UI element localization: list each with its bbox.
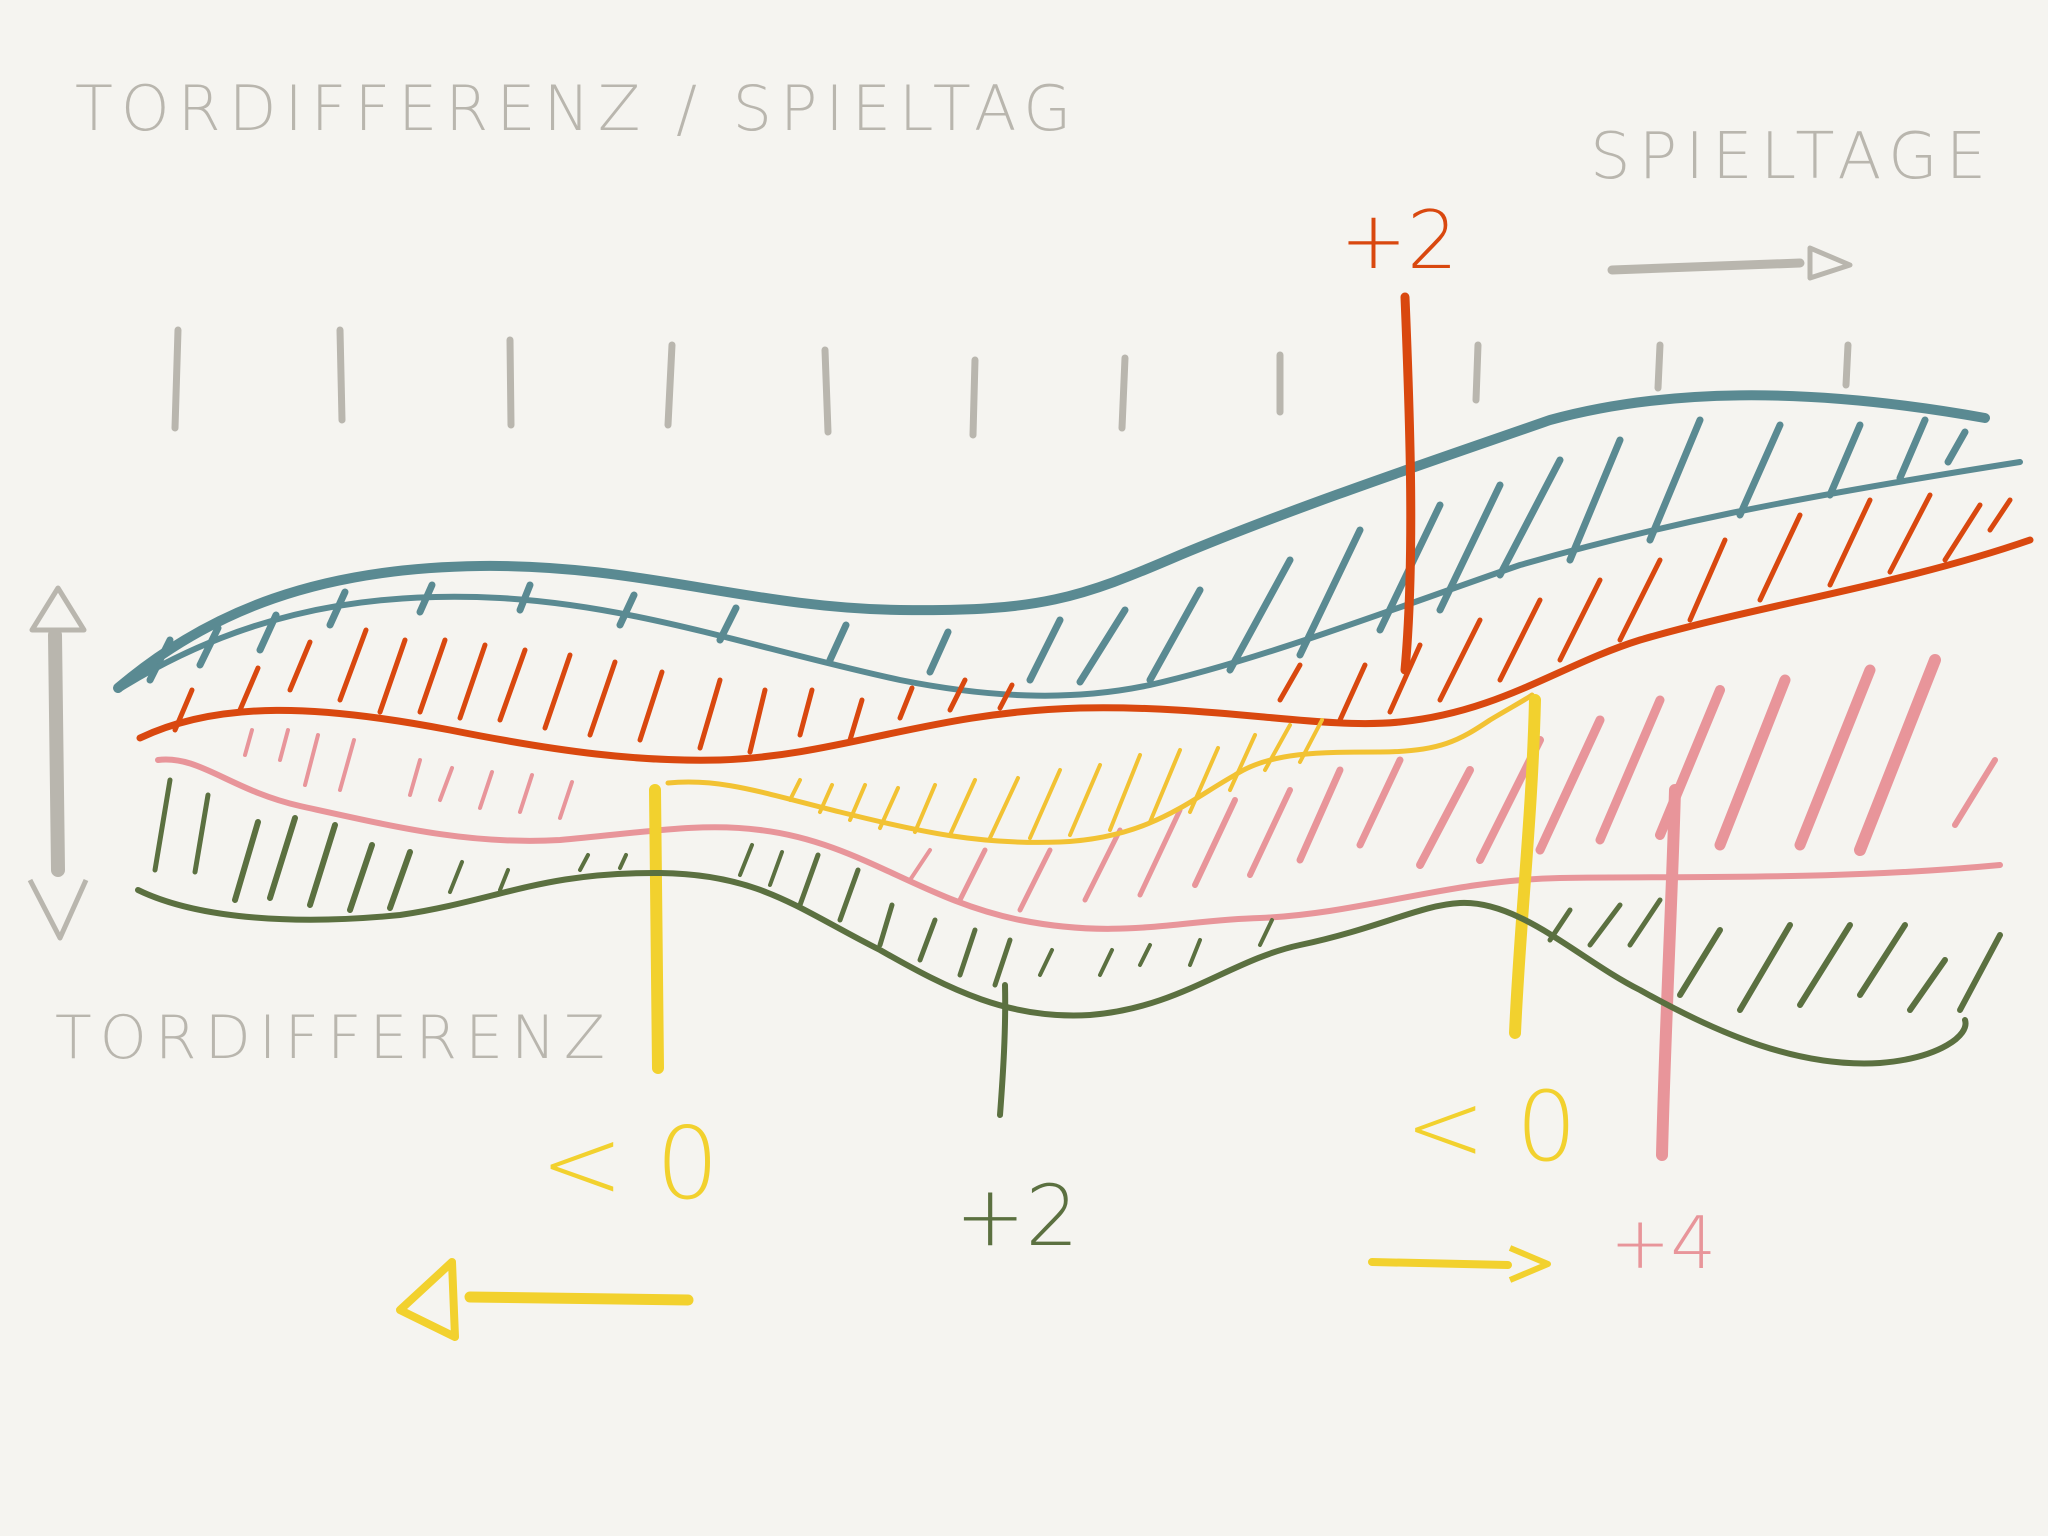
pink-hatching	[243, 654, 1998, 913]
orange-marker-line	[1400, 292, 1416, 675]
green-line	[135, 869, 1969, 1067]
y-axis-label: TORDIFFERENZ	[55, 1003, 613, 1073]
yellow-left-arrow-left-icon	[396, 1258, 694, 1341]
pink-line	[155, 756, 2003, 932]
orange-marker-label: +2	[1340, 194, 1458, 287]
teal-upper-line	[113, 390, 1990, 693]
matchday-ticks	[171, 326, 1852, 439]
yellow-line	[665, 692, 1535, 845]
green-hatching	[152, 777, 2003, 1013]
yellow-right-marker-label: < 0	[1405, 1071, 1577, 1183]
orange-line	[136, 536, 2034, 764]
green-marker-label: +2	[955, 1167, 1079, 1265]
yellow-right-arrow-right-icon	[1368, 1245, 1551, 1283]
y-axis-double-arrow-icon	[27, 585, 89, 941]
yellow-right-marker-line	[1509, 694, 1541, 1039]
pink-marker-label: +4	[1610, 1201, 1716, 1285]
teal-band	[113, 390, 2023, 699]
green-marker-line	[997, 982, 1009, 1118]
pink-marker-line	[1656, 784, 1681, 1161]
diagram-title: TORDIFFERENZ / SPIELTAG	[75, 72, 1079, 145]
orange-band: +2	[136, 194, 2034, 764]
yellow-hatching	[788, 718, 1324, 840]
orange-hatching	[172, 492, 2013, 755]
yellow-left-marker-line	[649, 784, 664, 1074]
teal-hatching	[146, 416, 1969, 686]
teal-lower-line	[115, 459, 2023, 699]
yellow-band: < 0 < 0	[396, 692, 1577, 1341]
x-axis-label: SPIELTAGE	[1590, 120, 1994, 194]
yellow-left-marker-label: < 0	[540, 1105, 719, 1222]
green-band: +2	[135, 777, 2003, 1265]
x-axis-arrow-right-icon	[1607, 245, 1853, 281]
pink-band: +4	[155, 654, 2003, 1285]
